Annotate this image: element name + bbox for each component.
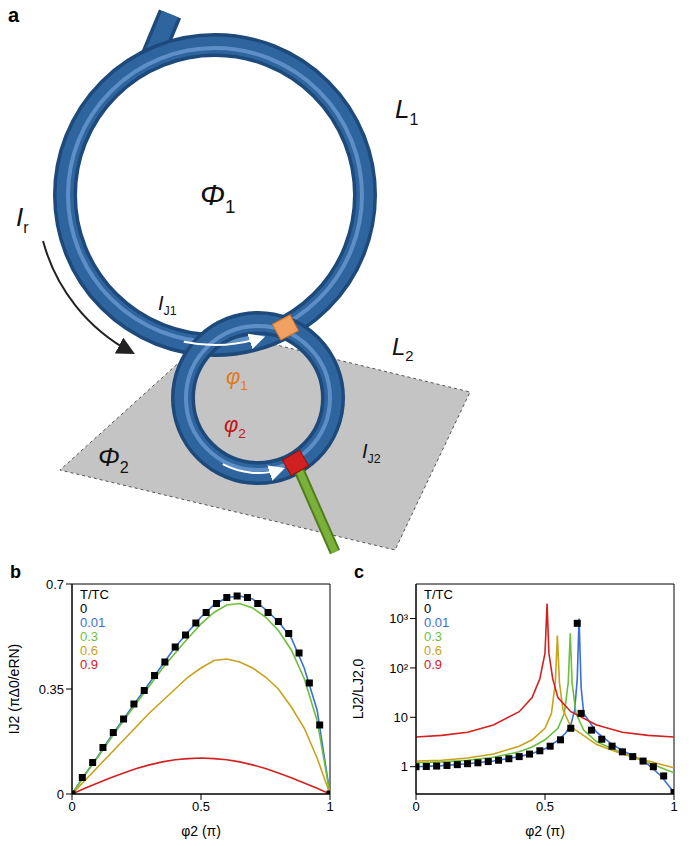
html-text:0.6: 0.6 [80, 643, 99, 658]
svg-text:0: 0 [412, 799, 419, 814]
svg-text:LJ2/LJ2,0: LJ2/LJ2,0 [350, 658, 366, 719]
html-text:T/TC: T/TC [424, 587, 453, 602]
svg-text:0.7: 0.7 [46, 577, 64, 592]
html-text:0.01: 0.01 [424, 615, 450, 630]
svg-text:IJ2: IJ2 [362, 440, 381, 466]
html-text:c: c [354, 562, 364, 582]
svg-text:L1: L1 [395, 94, 418, 128]
svg-text:0.5: 0.5 [192, 799, 210, 814]
html-text:0.9: 0.9 [424, 657, 443, 672]
html-text:0: 0 [424, 601, 432, 616]
svg-text:0: 0 [57, 787, 64, 802]
svg-text:φ2 (π): φ2 (π) [181, 823, 221, 839]
svg-text:10²: 10² [389, 661, 408, 676]
html-text:b: b [10, 562, 21, 582]
svg-text:φ1: φ1 [226, 364, 248, 393]
svg-text:1: 1 [326, 799, 333, 814]
svg-text:φ2: φ2 [224, 412, 246, 441]
svg-text:1: 1 [401, 759, 408, 774]
svg-text:10³: 10³ [389, 611, 408, 626]
html-text:0.3: 0.3 [80, 629, 99, 644]
html-text:0.01: 0.01 [80, 615, 106, 630]
svg-text:Φ1: Φ1 [200, 178, 235, 217]
html-text:0.3: 0.3 [424, 629, 443, 644]
svg-text:Φ2: Φ2 [98, 442, 129, 476]
svg-text:0: 0 [68, 799, 75, 814]
svg-text:Ir: Ir [16, 202, 29, 236]
html-text:0: 0 [80, 601, 88, 616]
svg-text:a: a [8, 4, 20, 26]
svg-text:10: 10 [394, 710, 408, 725]
svg-text:0.5: 0.5 [536, 799, 554, 814]
svg-text:1: 1 [670, 799, 677, 814]
svg-text:L2: L2 [392, 333, 414, 364]
svg-text:IJ1: IJ1 [158, 292, 177, 318]
html-text:T/TC: T/TC [80, 587, 109, 602]
svg-text:0.35: 0.35 [39, 682, 64, 697]
html-text:0.6: 0.6 [424, 643, 443, 658]
html-text:0.9: 0.9 [80, 657, 99, 672]
svg-text:φ2 (π): φ2 (π) [525, 823, 565, 839]
svg-text:IJ2 (πΔ0/eRN): IJ2 (πΔ0/eRN) [6, 644, 22, 735]
